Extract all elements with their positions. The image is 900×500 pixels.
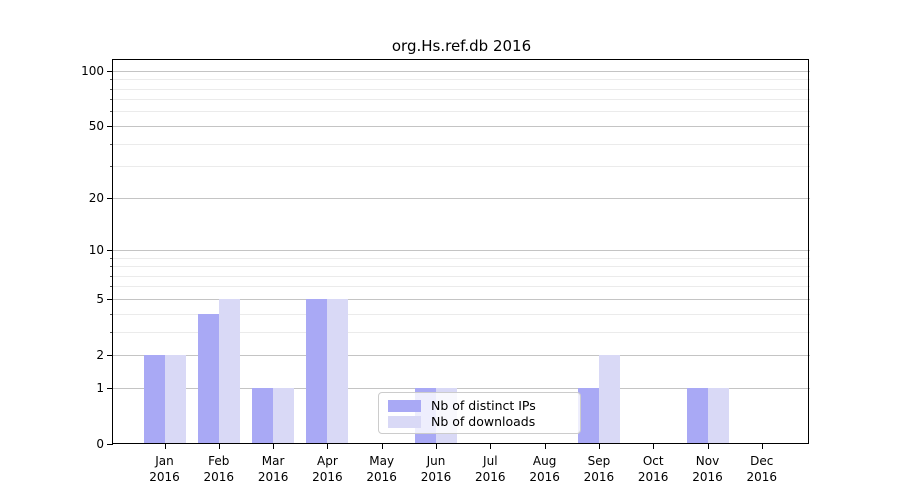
x-tick-label: Apr 2016 xyxy=(312,453,343,484)
bar-distinct-ips xyxy=(686,387,708,444)
legend-label: Nb of distinct IPs xyxy=(431,398,536,413)
x-tick xyxy=(273,443,275,449)
y-tick-label: 5 xyxy=(96,291,104,306)
bar-distinct-ips xyxy=(306,298,328,444)
bar-downloads xyxy=(273,387,295,444)
y-minor-tick xyxy=(110,79,113,81)
x-tick xyxy=(707,443,709,449)
bar-distinct-ips xyxy=(197,313,219,444)
minor-gridline xyxy=(113,99,810,101)
y-tick-label: 2 xyxy=(96,347,104,362)
x-tick-label: Feb 2016 xyxy=(203,453,235,484)
bar-downloads xyxy=(327,298,349,444)
x-tick-label: Jun 2016 xyxy=(420,453,452,484)
x-tick-label: Dec 2016 xyxy=(746,453,778,484)
x-tick xyxy=(218,443,220,449)
x-tick xyxy=(436,443,437,449)
y-tick-label: 20 xyxy=(88,190,104,205)
y-minor-tick xyxy=(110,275,113,277)
major-gridline xyxy=(113,197,810,199)
x-tick xyxy=(381,443,383,449)
x-tick xyxy=(164,443,166,449)
x-tick xyxy=(653,443,655,449)
bar-downloads xyxy=(598,354,620,444)
major-gridline xyxy=(113,354,810,356)
y-tick xyxy=(107,197,113,199)
minor-gridline xyxy=(113,79,810,81)
minor-gridline xyxy=(113,275,810,277)
y-minor-tick xyxy=(110,286,113,288)
bar-downloads xyxy=(218,298,240,444)
minor-gridline xyxy=(113,286,810,288)
minor-gridline xyxy=(113,266,810,267)
y-tick xyxy=(107,298,113,300)
y-minor-tick xyxy=(110,313,113,315)
x-tick-label: Nov 2016 xyxy=(692,453,723,484)
y-tick-label: 0 xyxy=(96,436,104,451)
y-minor-tick xyxy=(110,257,113,259)
y-minor-tick xyxy=(110,88,113,90)
minor-gridline xyxy=(113,88,810,90)
y-tick-label: 1 xyxy=(96,380,104,395)
minor-gridline xyxy=(113,313,810,315)
minor-gridline xyxy=(113,166,810,168)
x-tick-label: Jul 2016 xyxy=(475,453,506,484)
distinct-ips-swatch-icon xyxy=(388,399,421,412)
minor-gridline xyxy=(113,111,810,113)
x-tick-label: Mar 2016 xyxy=(257,453,289,484)
major-gridline xyxy=(113,70,810,72)
y-minor-tick xyxy=(110,166,113,168)
x-tick-label: May 2016 xyxy=(366,453,397,484)
y-tick xyxy=(107,354,113,356)
bar-downloads xyxy=(707,387,729,444)
y-minor-tick xyxy=(110,331,113,333)
y-tick-label: 50 xyxy=(88,118,104,133)
y-tick xyxy=(107,125,113,127)
major-gridline xyxy=(113,387,810,389)
x-tick-label: Aug 2016 xyxy=(529,453,560,484)
bar-distinct-ips xyxy=(252,387,274,444)
x-tick xyxy=(544,443,546,449)
minor-gridline xyxy=(113,143,810,145)
legend: Nb of distinct IPs Nb of downloads xyxy=(378,392,581,434)
y-tick xyxy=(107,249,113,251)
x-tick xyxy=(327,443,329,449)
minor-gridline xyxy=(113,331,810,333)
y-tick xyxy=(107,443,113,445)
x-tick-label: Sep 2016 xyxy=(583,453,615,484)
y-minor-tick xyxy=(110,143,113,145)
legend-item-downloads: Nb of downloads xyxy=(388,414,571,429)
chart-title: org.Hs.ref.db 2016 xyxy=(391,37,532,55)
y-tick xyxy=(107,70,113,72)
y-minor-tick xyxy=(110,111,113,113)
x-tick-label: Oct 2016 xyxy=(637,453,669,484)
y-minor-tick xyxy=(110,99,113,101)
major-gridline xyxy=(113,249,810,251)
y-minor-tick xyxy=(110,266,113,267)
major-gridline xyxy=(113,125,810,127)
major-gridline xyxy=(113,298,810,300)
x-tick-label: Jan 2016 xyxy=(149,453,180,484)
x-tick xyxy=(490,443,492,449)
legend-item-distinct-ips: Nb of distinct IPs xyxy=(388,398,571,413)
y-tick-label: 10 xyxy=(88,242,104,257)
downloads-swatch-icon xyxy=(388,415,421,428)
bar-downloads xyxy=(164,354,186,444)
y-tick-label: 100 xyxy=(81,63,104,78)
x-tick xyxy=(598,443,600,449)
legend-label: Nb of downloads xyxy=(431,414,536,429)
y-tick xyxy=(107,387,113,389)
minor-gridline xyxy=(113,257,810,259)
x-tick xyxy=(761,443,763,449)
bar-distinct-ips xyxy=(577,387,599,444)
bar-distinct-ips xyxy=(143,354,165,444)
